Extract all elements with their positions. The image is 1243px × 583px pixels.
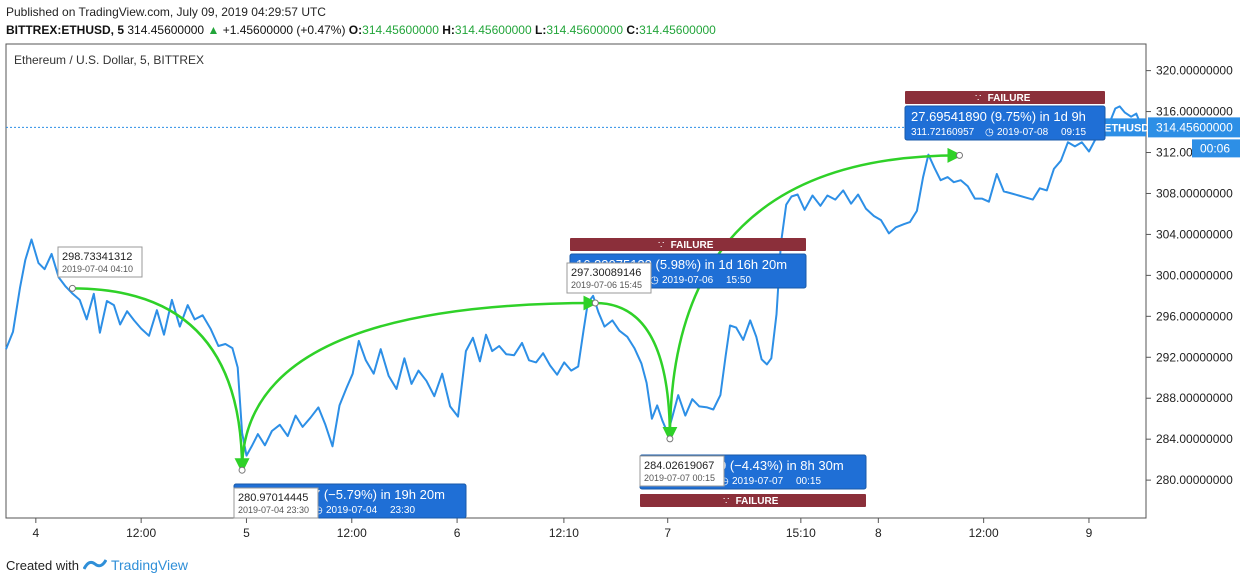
point-label-price: 280.97014445	[238, 492, 308, 504]
move-label-text: 27.69541890 (9.75%) in 1d 9h	[911, 109, 1086, 124]
pivot-point[interactable]	[238, 466, 246, 474]
move-label[interactable]: 27.69541890 (9.75%) in 1d 9h 311.72160957…	[904, 105, 1106, 141]
x-tick-label: 12:00	[126, 526, 156, 540]
pivot-point[interactable]	[591, 299, 599, 307]
failure-banner: ∵ FAILURE	[905, 91, 1105, 104]
trend-arrow	[72, 287, 250, 474]
y-tick-label: 300.00000000	[1156, 268, 1233, 282]
move-label-date: 2019-07-04	[326, 505, 378, 516]
failure-banner: ∵ FAILURE	[640, 494, 866, 507]
low-label: L:	[535, 23, 547, 37]
y-tick-label: 308.00000000	[1156, 186, 1233, 200]
last-price: 314.45600000	[127, 23, 205, 37]
move-label-time: 23:30	[390, 505, 415, 516]
x-tick-label: 12:00	[969, 526, 999, 540]
sad-face-icon: ∵	[723, 496, 729, 507]
point-label-box	[639, 455, 725, 487]
created-with-text: Created with	[6, 557, 79, 573]
tradingview-logo-icon	[82, 559, 107, 570]
x-tick-label: 4	[32, 526, 39, 540]
x-tick-label: 6	[454, 526, 461, 540]
point-label-date: 2019-07-07 00:15	[644, 473, 715, 483]
x-tick-label: 12:00	[337, 526, 367, 540]
y-tick-label: 292.00000000	[1156, 350, 1233, 364]
point-label-date: 2019-07-06 15:45	[571, 280, 642, 290]
x-tick-label: 9	[1086, 526, 1093, 540]
trend-arrow	[240, 295, 599, 471]
move-label-box	[904, 105, 1106, 141]
y-tick-label: 316.00000000	[1156, 105, 1233, 119]
move-label-price: 311.72160957	[911, 127, 975, 138]
failure-label: FAILURE	[988, 93, 1031, 104]
pivot-point[interactable]	[666, 435, 674, 443]
pivot-point[interactable]	[68, 284, 76, 292]
point-label-date: 2019-07-04 23:30	[238, 505, 309, 515]
open-value: 314.45600000	[362, 23, 439, 37]
sad-face-icon: ∵	[975, 93, 981, 104]
last-price-tag-label: 314.45600000	[1156, 120, 1233, 134]
failure-box	[570, 238, 806, 251]
point-label-price: 297.30089146	[571, 267, 641, 279]
move-label-time: 00:15	[796, 476, 821, 487]
symbol-tag-box	[1101, 118, 1146, 137]
failure-box	[905, 91, 1105, 104]
trend-arrow	[595, 301, 678, 442]
move-label-date: 2019-07-08	[997, 127, 1049, 138]
y-tick-label: 304.00000000	[1156, 227, 1233, 241]
y-tick-label: 288.00000000	[1156, 391, 1233, 405]
clock-icon: ◷	[650, 275, 659, 286]
x-tick-label: 5	[243, 526, 250, 540]
price-change: +1.45600000 (+0.47%)	[222, 23, 346, 37]
countdown-tag	[1192, 139, 1240, 158]
point-label-box	[566, 262, 652, 294]
point-label-price: 298.73341312	[62, 251, 132, 263]
high-label: H:	[442, 23, 455, 37]
up-arrow-icon: ▲	[207, 23, 220, 37]
move-label-date: 2019-07-06	[662, 275, 714, 286]
symbol-info-bar: BITTREX:ETHUSD, 5 314.45600000 ▲ +1.4560…	[6, 23, 716, 37]
failure-label: FAILURE	[736, 496, 779, 507]
x-tick-label: 7	[664, 526, 671, 540]
clock-icon: ◷	[985, 127, 994, 138]
tradingview-brand[interactable]: TradingView	[110, 557, 189, 573]
failure-banner: ∵ FAILURE	[570, 238, 806, 251]
symbol-tag-label: ETHUSD	[1104, 122, 1149, 134]
failure-label: FAILURE	[671, 240, 714, 251]
y-tick-label: 296.00000000	[1156, 309, 1233, 323]
trend-arrow	[668, 147, 963, 439]
point-label-date: 2019-07-04 04:10	[62, 264, 133, 274]
open-label: O:	[348, 23, 363, 37]
low-value: 314.45600000	[546, 23, 624, 37]
x-tick-label: 8	[875, 526, 882, 540]
chart-title: Ethereum / U.S. Dollar, 5, BITTREX	[14, 53, 204, 67]
point-label-price: 284.02619067	[644, 460, 714, 472]
close-value: 314.45600000	[639, 23, 716, 37]
last-price-tag	[1148, 117, 1240, 138]
move-label-time: 15:50	[726, 275, 751, 286]
x-tick-label: 15:10	[786, 526, 816, 540]
symbol-name[interactable]: BITTREX:ETHUSD, 5	[6, 23, 125, 37]
footer-branding: Created with TradingView	[6, 557, 188, 573]
published-note: Published on TradingView.com, July 09, 2…	[6, 5, 326, 19]
countdown-label: 00:06	[1200, 141, 1230, 155]
close-label: C:	[626, 23, 640, 37]
price-chart[interactable]: Ethereum / U.S. Dollar, 5, BITTREX 280.0…	[0, 42, 1243, 552]
y-tick-label: 280.00000000	[1156, 473, 1233, 487]
move-label-date: 2019-07-07	[732, 476, 784, 487]
point-label-box	[57, 246, 143, 278]
failure-box	[640, 494, 866, 507]
x-tick-label: 12:10	[549, 526, 579, 540]
sad-face-icon: ∵	[658, 240, 664, 251]
y-tick-label: 284.00000000	[1156, 432, 1233, 446]
y-tick-label: 320.00000000	[1156, 64, 1233, 78]
point-label-box	[233, 487, 319, 519]
move-label-time: 09:15	[1061, 127, 1086, 138]
high-value: 314.45600000	[454, 23, 532, 37]
pivot-point[interactable]	[956, 151, 964, 159]
